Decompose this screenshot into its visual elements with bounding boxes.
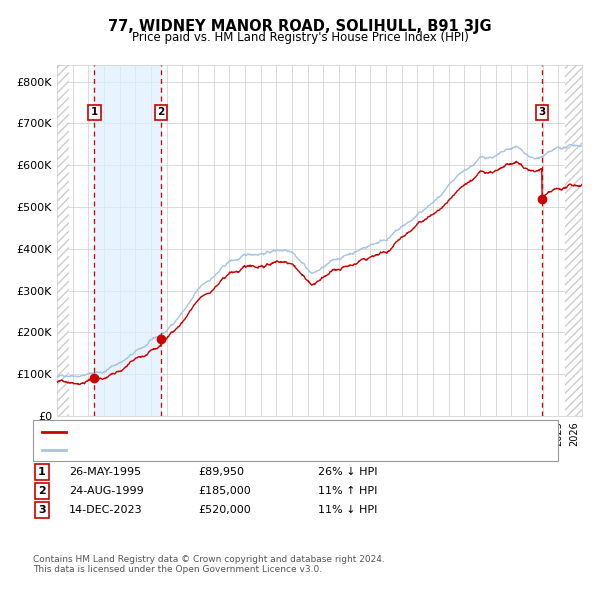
Text: HPI: Average price, detached house, Solihull: HPI: Average price, detached house, Soli… [70,445,301,455]
Bar [94,65,161,416]
Text: £185,000: £185,000 [198,486,251,496]
Text: 3: 3 [38,505,46,514]
Text: 3: 3 [538,107,545,117]
Text: 77, WIDNEY MANOR ROAD, SOLIHULL, B91 3JG: 77, WIDNEY MANOR ROAD, SOLIHULL, B91 3JG [108,19,492,34]
Text: 24-AUG-1999: 24-AUG-1999 [69,486,144,496]
Text: 77, WIDNEY MANOR ROAD, SOLIHULL, B91 3JG (detached house): 77, WIDNEY MANOR ROAD, SOLIHULL, B91 3JG… [70,427,408,437]
Text: Contains HM Land Registry data © Crown copyright and database right 2024.
This d: Contains HM Land Registry data © Crown c… [33,555,385,574]
Text: £89,950: £89,950 [198,467,244,477]
Text: Price paid vs. HM Land Registry's House Price Index (HPI): Price paid vs. HM Land Registry's House … [131,31,469,44]
Text: 26% ↓ HPI: 26% ↓ HPI [318,467,377,477]
Text: 2: 2 [38,486,46,496]
Text: 14-DEC-2023: 14-DEC-2023 [69,505,143,514]
Text: 2: 2 [157,107,164,117]
Text: £520,000: £520,000 [198,505,251,514]
Text: 11% ↓ HPI: 11% ↓ HPI [318,505,377,514]
Text: 1: 1 [38,467,46,477]
Text: 11% ↑ HPI: 11% ↑ HPI [318,486,377,496]
Text: 1: 1 [91,107,98,117]
Text: 26-MAY-1995: 26-MAY-1995 [69,467,141,477]
